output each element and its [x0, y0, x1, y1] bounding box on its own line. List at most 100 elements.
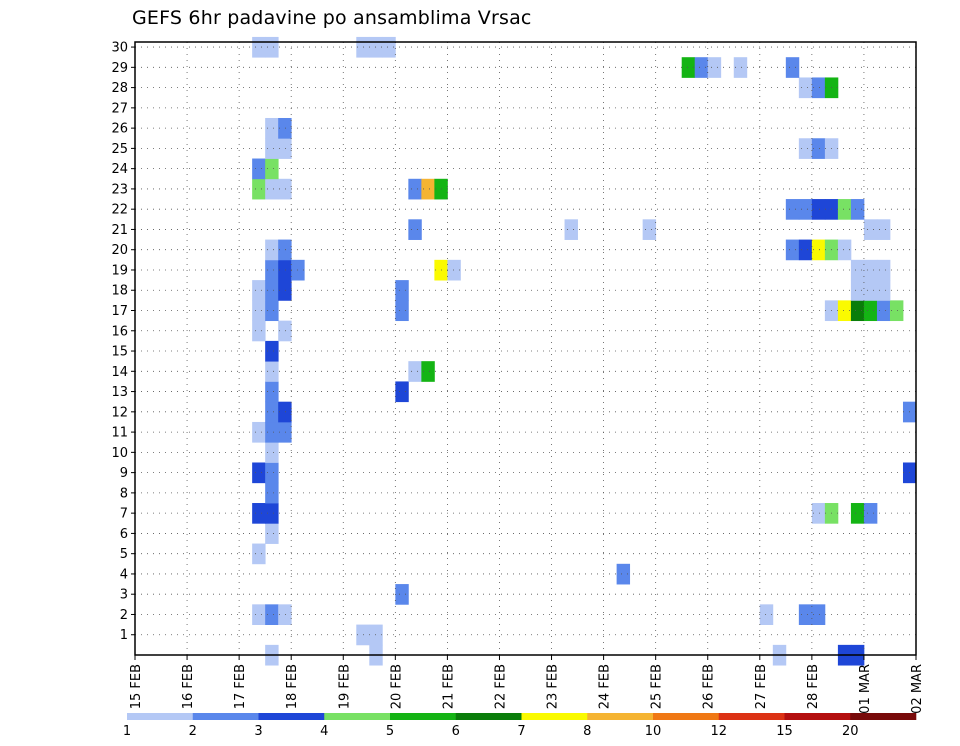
y-tick-label: 27: [111, 101, 128, 116]
y-tick-label: 24: [111, 162, 128, 177]
heatmap-cell: [278, 401, 292, 423]
heatmap-cell: [278, 320, 292, 342]
x-tick-label: 28 FEB: [806, 664, 821, 709]
x-tick-label: 27 FEB: [754, 664, 769, 709]
colorbar-label: 8: [583, 724, 591, 739]
heatmap-cell: [265, 340, 279, 362]
colorbar-swatch: [784, 713, 851, 720]
y-tick-label: 12: [111, 405, 128, 420]
heatmap-cell: [850, 280, 865, 301]
heatmap-cell: [265, 158, 279, 180]
heatmap-cell: [408, 361, 422, 382]
heatmap-cell: [395, 381, 409, 403]
colorbar: 1 2 3 4 5 6 7 8 10 12 15 20: [123, 713, 917, 739]
colorbar-swatch: [192, 713, 259, 720]
heatmap-cell: [837, 239, 852, 261]
y-tick-label: 16: [111, 324, 128, 339]
colorbar-label: 15: [776, 724, 793, 739]
y-tick-label: 19: [111, 263, 128, 278]
heatmap-cell: [798, 239, 813, 261]
colorbar-swatch: [127, 713, 194, 720]
heatmap-cell: [707, 57, 722, 78]
x-tick-label: 02 MAR: [910, 664, 925, 714]
heatmap-cell: [863, 219, 878, 240]
heatmap-cell: [265, 421, 279, 443]
heatmap-cell: [252, 300, 266, 322]
x-tick-label: 20 FEB: [389, 664, 404, 709]
y-tick-label: 3: [120, 588, 128, 603]
chart-title: GEFS 6hr padavine po ansamblima Vrsac: [132, 7, 532, 29]
y-tick-label: 4: [120, 567, 128, 582]
colorbar-swatch: [653, 713, 720, 720]
heatmap-cell: [785, 239, 800, 261]
heatmap-cell: [889, 300, 904, 322]
y-tick-label: 9: [120, 466, 128, 481]
y-tick-label: 18: [111, 284, 128, 299]
heatmap-cell: [252, 36, 266, 58]
heatmap-cell: [252, 604, 266, 625]
heatmap-cell: [252, 543, 266, 565]
heatmap-cell: [265, 259, 279, 281]
x-tick-label: 22 FEB: [494, 664, 509, 709]
heatmap-cell: [681, 57, 696, 78]
heatmap-cell: [798, 199, 813, 220]
heatmap-cell: [265, 361, 279, 382]
heatmap-cell: [369, 624, 383, 646]
heatmap-cell: [642, 219, 657, 240]
colorbar-label: 4: [320, 724, 328, 739]
x-axis-ticks: 15 FEB 16 FEB 17 FEB 18 FEB 19 FEB 20 FEB 21 F…: [129, 655, 925, 714]
heatmap-cell: [278, 138, 292, 159]
heatmap-cell: [447, 259, 461, 281]
y-tick-label: 14: [111, 365, 128, 380]
heatmap-cell: [876, 300, 891, 322]
heatmap-cell: [278, 280, 292, 301]
x-tick-label: 15 FEB: [129, 664, 144, 709]
heatmap-cell: [395, 584, 409, 605]
y-tick-label: 15: [111, 345, 128, 360]
heatmap-cell: [408, 178, 422, 200]
heatmap-cell: [837, 199, 852, 220]
heatmap-cell: [798, 138, 813, 159]
colorbar-swatch: [258, 713, 325, 720]
colorbar-label: 2: [189, 724, 197, 739]
colorbar-swatch: [390, 713, 457, 720]
y-tick-label: 30: [111, 41, 128, 56]
heatmap-cell: [408, 219, 422, 240]
y-tick-label: 2: [120, 608, 128, 623]
heatmap-cell: [265, 604, 279, 625]
y-tick-label: 29: [111, 61, 128, 76]
heatmap-cell: [811, 77, 826, 99]
heatmap-cell: [278, 117, 292, 139]
heatmap-cell: [759, 604, 774, 625]
x-tick-label: 21 FEB: [441, 664, 456, 709]
heatmap-cell: [395, 300, 409, 322]
x-tick-label: 01 MAR: [858, 664, 873, 714]
heatmap-cell: [265, 523, 279, 544]
x-tick-label: 18 FEB: [285, 664, 300, 709]
heatmap-cell: [837, 300, 852, 322]
heatmap-cell: [811, 503, 826, 524]
x-tick-label: 26 FEB: [702, 664, 717, 709]
colorbar-label: 1: [123, 724, 131, 739]
heatmap-cell: [850, 199, 865, 220]
heatmap-cell: [252, 158, 266, 180]
y-tick-label: 6: [120, 527, 128, 542]
heatmap-cell: [252, 503, 266, 524]
heatmap-cell: [265, 503, 279, 524]
y-tick-label: 22: [111, 203, 128, 218]
heatmap-cell: [616, 563, 631, 585]
colorbar-swatch: [850, 713, 917, 720]
y-tick-label: 13: [111, 385, 128, 400]
x-tick-label: 25 FEB: [650, 664, 665, 709]
heatmap-cell: [876, 259, 891, 281]
heatmap-cell: [369, 36, 383, 58]
heatmap-cell: [265, 138, 279, 159]
y-tick-label: 23: [111, 182, 128, 197]
heatmap-cell: [876, 280, 891, 301]
y-tick-label: 21: [111, 223, 128, 238]
heatmap-cell: [265, 239, 279, 261]
heatmap-cell: [278, 259, 292, 281]
y-tick-label: 20: [111, 243, 128, 258]
heatmap-cell: [252, 178, 266, 200]
x-tick-label: 23 FEB: [546, 664, 561, 709]
